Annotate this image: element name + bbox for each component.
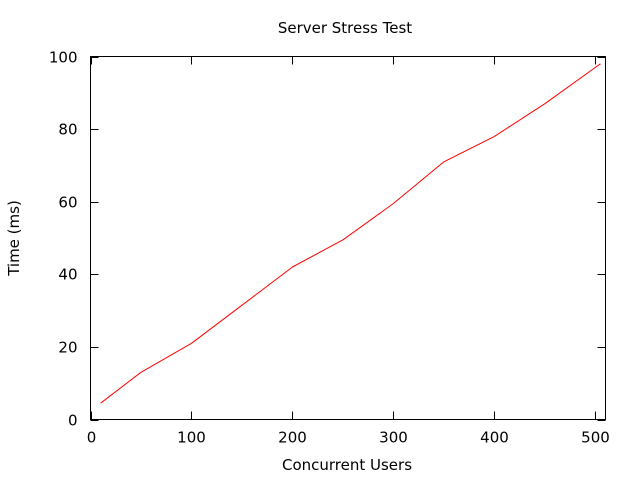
x-tick-label: 500 [581,429,610,447]
y-tick-label: 40 [58,266,77,284]
y-tick-label: 80 [58,121,77,139]
series-line [101,64,601,403]
y-tick-label: 20 [58,339,77,357]
x-tick-label: 0 [87,429,97,447]
y-tick-label: 100 [49,49,78,67]
series-layer [101,64,601,403]
y-tick-label: 0 [68,412,78,430]
x-tick-label: 400 [480,429,509,447]
y-tick-label: 60 [58,194,77,212]
x-tick-label: 300 [379,429,408,447]
x-tick-label: 100 [177,429,206,447]
plot-frame [91,57,606,420]
chart-title: Server Stress Test [278,19,412,37]
y-axis-label: Time (ms) [5,200,23,277]
x-tick-label: 200 [278,429,307,447]
x-axis-label: Concurrent Users [282,456,412,474]
